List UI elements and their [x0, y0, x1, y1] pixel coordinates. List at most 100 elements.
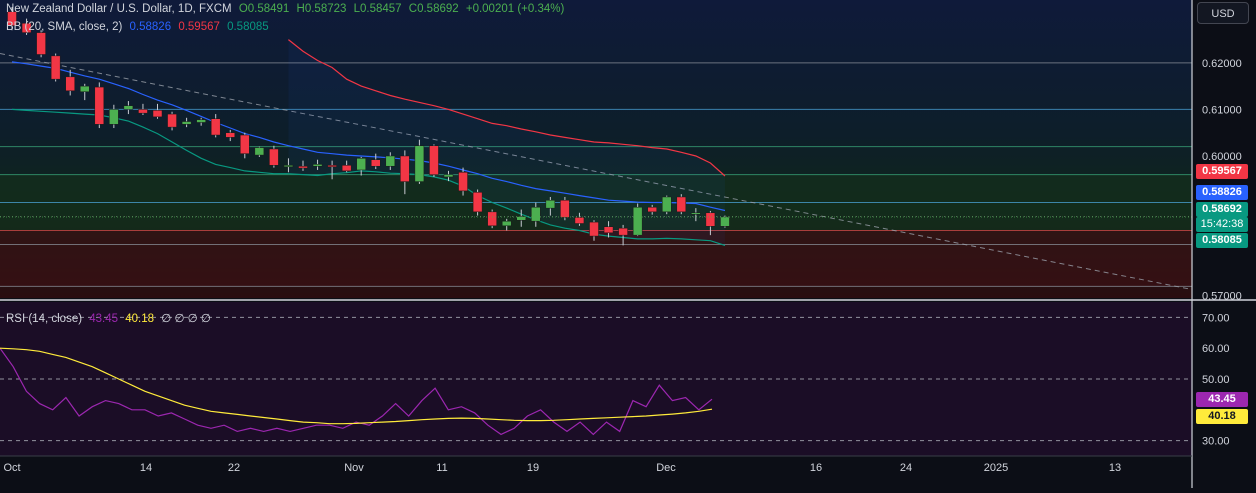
- legend-rsi-value: 43.45: [89, 313, 119, 325]
- demand-zone: [0, 230, 1192, 287]
- bb-upper-line: [288, 39, 726, 177]
- candle-body: [327, 165, 337, 168]
- time-tick-label: 14: [140, 462, 152, 474]
- price-tag-upper: 0.59567: [1196, 164, 1248, 179]
- legend-open: O0.58491: [238, 3, 290, 15]
- price-tick-label: 0.62000: [1202, 58, 1242, 70]
- candle-body: [705, 212, 716, 227]
- candle-body: [647, 206, 657, 213]
- candle-body: [574, 217, 585, 224]
- candle-body: [385, 155, 396, 167]
- candle-body: [36, 32, 46, 55]
- time-tick-label: Dec: [656, 462, 676, 474]
- price-tick-label: 0.57000: [1202, 291, 1242, 303]
- legend-high: H0.58723: [296, 3, 347, 15]
- price-tag-rsi-ma: 40.18: [1196, 409, 1248, 424]
- candle-body: [662, 196, 672, 213]
- price-tag-lower: 0.58085: [1196, 233, 1248, 248]
- bb-band-fill: [288, 39, 725, 246]
- legend-rsi-ma: 40.18: [125, 313, 155, 325]
- legend-close: C0.58692: [408, 3, 459, 15]
- candle-body: [501, 220, 512, 227]
- candle-body: [269, 148, 279, 166]
- candle-body: [443, 174, 454, 178]
- candle-body: [516, 216, 526, 221]
- legend-bb-lower: 0.58085: [227, 21, 269, 33]
- legend-symbol: New Zealand Dollar / U.S. Dollar, 1D, FX…: [6, 3, 232, 15]
- legend-rsi-label: RSI (14, close): [6, 313, 83, 325]
- candle-body: [225, 132, 235, 138]
- legend-change: +0.00201 (+0.34%): [465, 3, 565, 15]
- time-tick-label: 22: [228, 462, 240, 474]
- candle-body: [560, 199, 570, 218]
- time-tick-label: 24: [900, 462, 912, 474]
- legend-bb-label: BB (20, SMA, close, 2): [6, 21, 123, 33]
- candle-body: [632, 206, 643, 236]
- time-tick-label: Oct: [3, 462, 20, 474]
- candle-body: [429, 145, 439, 175]
- rsi-tick-label: 30.00: [1202, 436, 1230, 448]
- candle-body: [531, 206, 541, 222]
- candle-body: [240, 134, 250, 154]
- time-tick-label: 11: [436, 462, 447, 474]
- trendline: [0, 53, 1189, 290]
- time-tick-label: 19: [527, 462, 539, 474]
- price-tag-countdown: 15:42:38: [1196, 217, 1248, 232]
- legend-low: L0.58457: [353, 3, 402, 15]
- candle-body: [589, 221, 599, 237]
- candle-body: [65, 76, 75, 92]
- candle-body: [7, 11, 17, 26]
- candle-body: [414, 145, 425, 182]
- candle-body: [458, 172, 468, 192]
- rsi-tick-label: 70.00: [1202, 312, 1230, 324]
- candle-body: [21, 23, 32, 33]
- time-axis-bg: [0, 456, 1256, 488]
- candle-body: [720, 216, 730, 227]
- candle-body: [283, 165, 294, 168]
- time-tick-label: 2025: [984, 462, 1008, 474]
- price-tick-label: 0.60000: [1202, 151, 1242, 163]
- candle-body: [152, 110, 163, 118]
- candle-body: [691, 212, 701, 215]
- legend-rsi-extra: ∅ ∅ ∅ ∅: [161, 313, 211, 325]
- candle-body: [254, 147, 265, 156]
- candle-body: [80, 85, 90, 92]
- price-tag-last: 0.58692: [1196, 202, 1248, 217]
- time-tick-label: 13: [1109, 462, 1121, 474]
- currency-button[interactable]: USD: [1197, 2, 1249, 24]
- legend-bb: BB (20, SMA, close, 2) 0.58826 0.59567 0…: [6, 21, 273, 33]
- time-tick-label: 16: [810, 462, 822, 474]
- candle-body: [181, 121, 192, 125]
- candle-body: [50, 55, 61, 80]
- candle-body: [123, 105, 134, 110]
- candle-body: [109, 109, 119, 125]
- candle-body: [138, 109, 148, 114]
- candle-body: [356, 158, 366, 171]
- candle-body: [312, 164, 323, 167]
- legend-bb-upper: 0.59567: [178, 21, 220, 33]
- candle-body: [603, 226, 614, 234]
- legend-rsi: RSI (14, close) 43.45 40.18 ∅ ∅ ∅ ∅: [6, 311, 215, 325]
- candle-body: [472, 192, 483, 213]
- candle-body: [341, 165, 352, 172]
- price-tick-label: 0.61000: [1202, 104, 1242, 116]
- rsi-ma-line: [0, 347, 713, 425]
- candle-body: [487, 211, 497, 227]
- bb-lower-line: [11, 108, 726, 246]
- candle-body: [400, 155, 410, 182]
- rsi-tick-label: 60.00: [1202, 343, 1230, 355]
- rsi-tick-label: 50.00: [1202, 374, 1230, 386]
- candle-body: [196, 119, 206, 123]
- candle-body: [545, 199, 556, 209]
- candle-body: [167, 113, 177, 128]
- candle-body: [94, 86, 105, 125]
- price-tag-rsi: 43.45: [1196, 392, 1248, 407]
- candle-body: [618, 227, 628, 236]
- time-tick-label: Nov: [344, 462, 364, 474]
- price-tag-basis: 0.58826: [1196, 185, 1248, 200]
- bb-basis-line: [11, 61, 726, 212]
- candle-body: [210, 118, 221, 136]
- rsi-line: [0, 347, 713, 436]
